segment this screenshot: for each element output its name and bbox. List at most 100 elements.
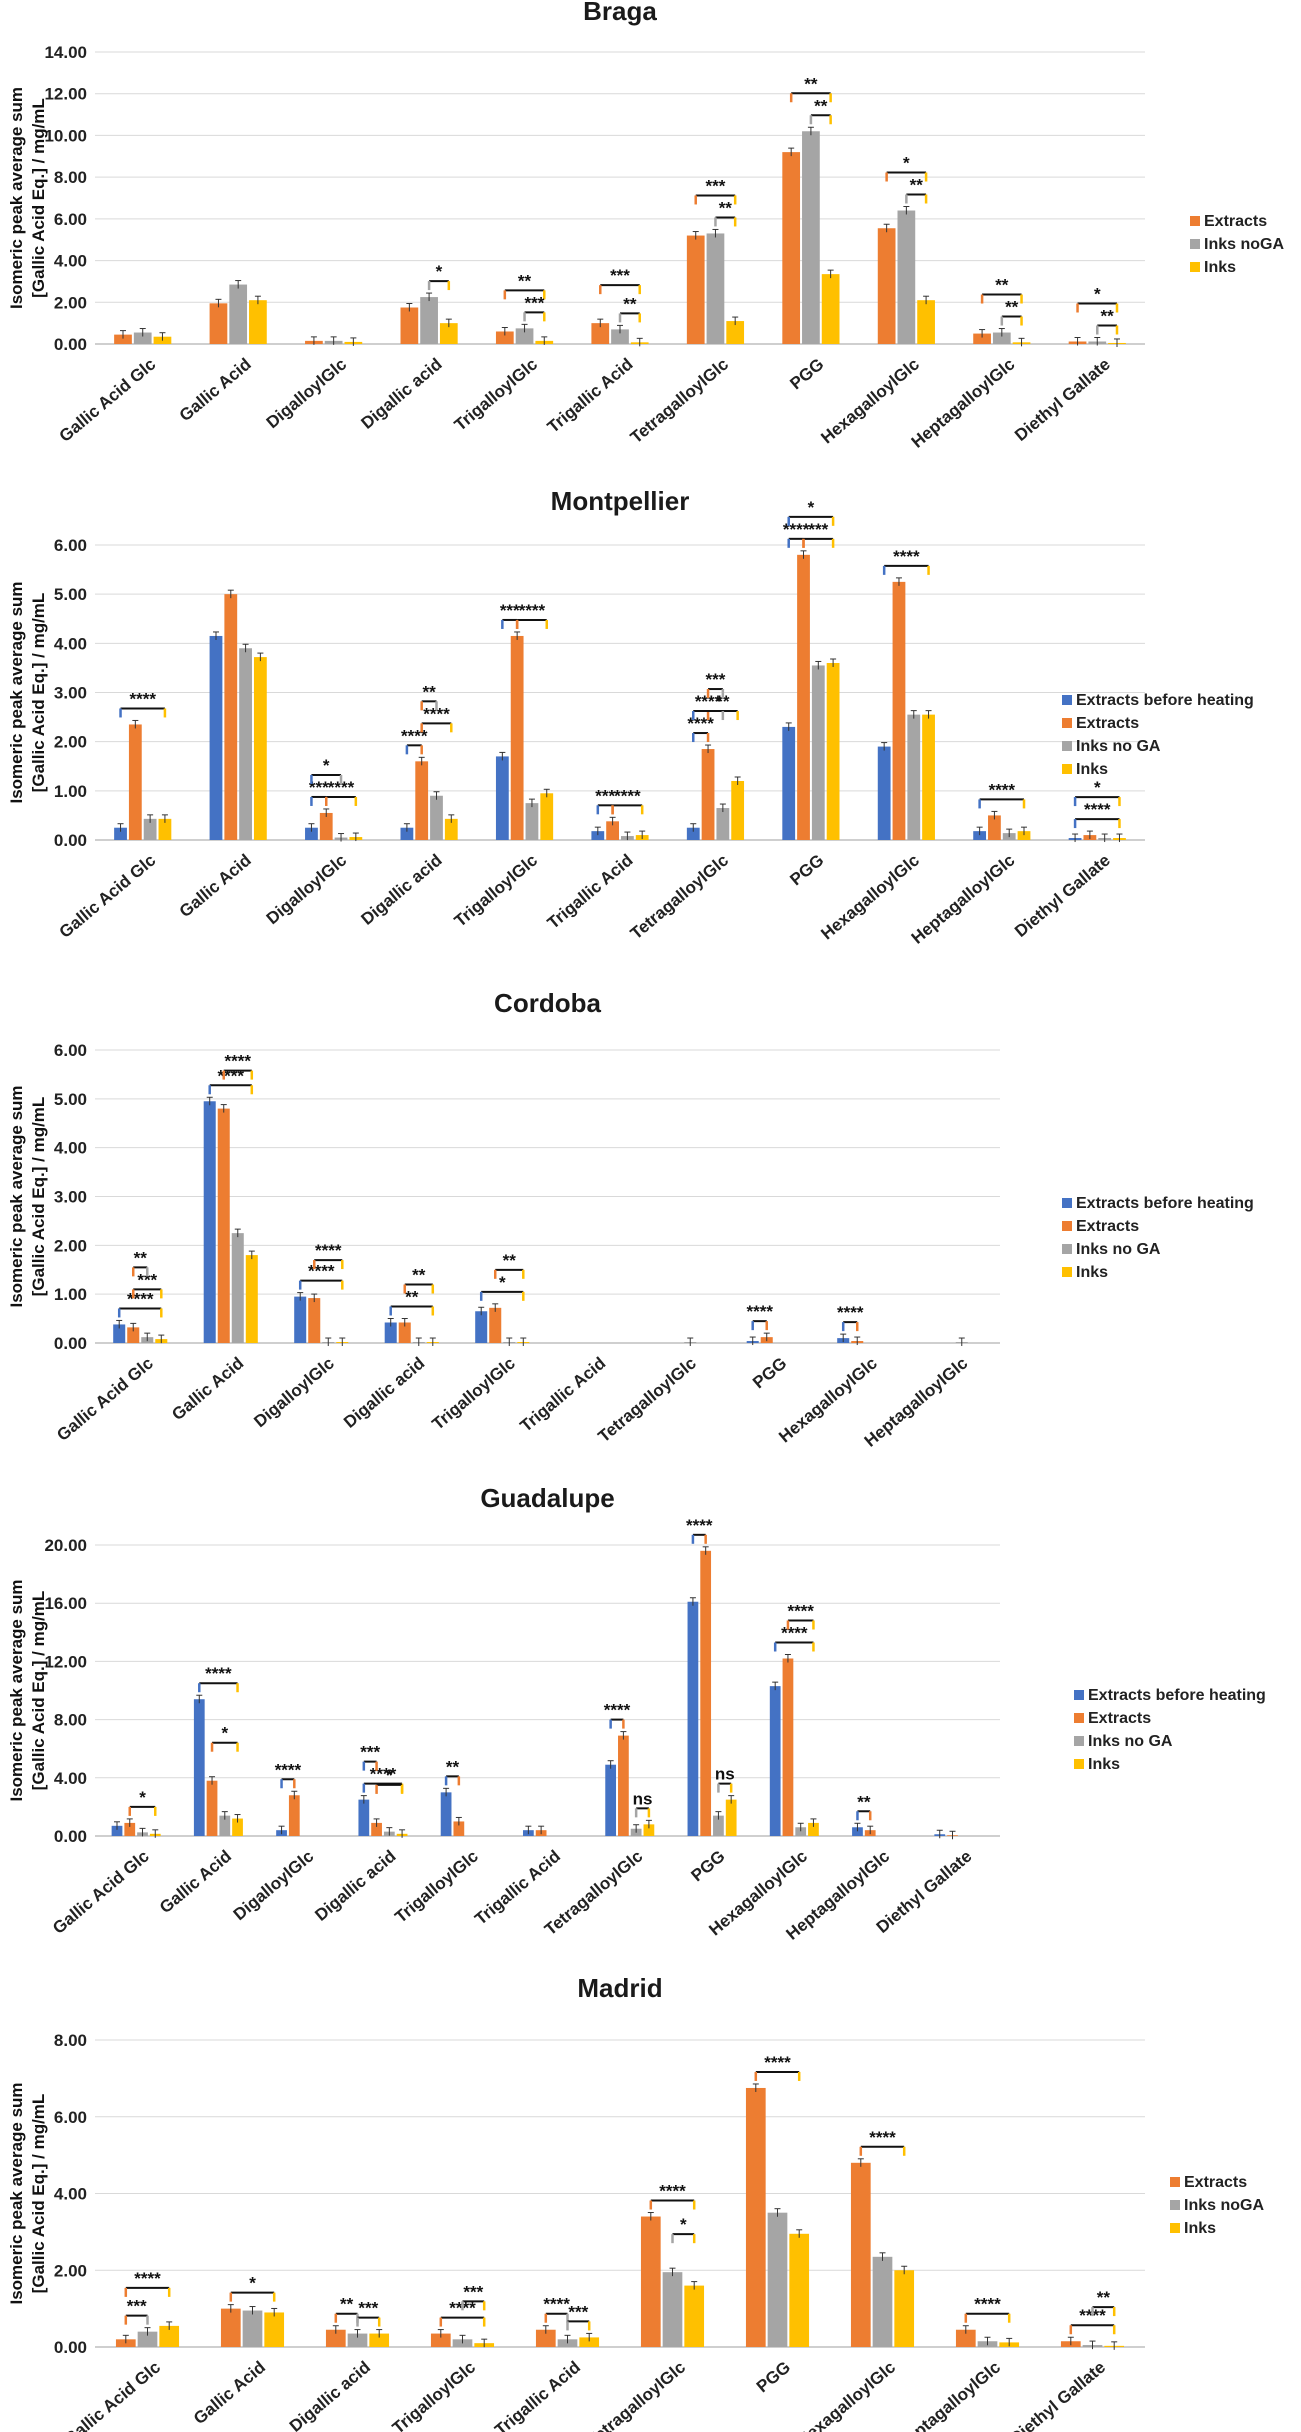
bar-extracts-tetragalloylglc — [640, 2216, 661, 2347]
bar-inks-pgg — [789, 2233, 810, 2347]
x-tick-label: PGG — [687, 1847, 728, 1886]
significance-label: ** — [1097, 2288, 1111, 2307]
x-tick-label: Gallic Acid Glc — [60, 2358, 164, 2432]
bar-extracts-hexagalloylglc — [782, 1658, 794, 1836]
significance-label: ** — [814, 96, 828, 115]
bar-inks-pgg — [821, 274, 840, 344]
chart-guadalupe: Guadalupe 0.00 4.00 8.00 12.00 16.00 20.00 Isom… — [7, 1483, 1266, 1944]
y-tick-label: 4.00 — [54, 2185, 87, 2204]
x-tick-label: TrigalloylGlc — [428, 1354, 518, 1434]
bar-inks-no-ga-trigalloylglc — [525, 803, 539, 840]
y-tick-label: 10.00 — [44, 126, 87, 145]
bar-extracts-gallic-acid-glc — [128, 724, 142, 840]
significance-label: ** — [623, 294, 637, 313]
chart-title: Madrid — [577, 1973, 662, 2003]
bar-inks-noga-trigallic-acid — [611, 329, 629, 344]
bar-extracts-gallic-acid-glc — [114, 334, 132, 344]
significance-label: * — [499, 1273, 506, 1292]
y-tick-label: 12.00 — [44, 85, 87, 104]
legend-label-extracts: Extracts — [1204, 213, 1267, 230]
chart-cordoba: Cordoba 0.00 1.00 2.00 3.00 4.00 5.00 6.00 Isome… — [7, 988, 1254, 1451]
legend-label-inks-noga: Inks noGA — [1204, 236, 1284, 253]
x-tick-label: TrigalloylGlc — [451, 355, 541, 435]
y-tick-label: 3.00 — [54, 1188, 87, 1207]
bar-extracts-hexagalloylglc — [850, 2162, 871, 2347]
legend-label-extracts: Extracts — [1184, 2174, 1247, 2191]
bar-inks-tetragalloylglc — [643, 1824, 655, 1836]
x-tick-label: Gallic Acid — [176, 355, 255, 426]
legend-label-inks-no-ga: Inks no GA — [1076, 1241, 1161, 1258]
bar-inks-gallic-acid — [245, 1255, 258, 1343]
bar-extracts-digallic-acid — [325, 2329, 346, 2347]
x-tick-label: PGG — [786, 355, 827, 394]
x-tick-label: Digallic acid — [311, 1847, 399, 1925]
legend-swatch-inks — [1074, 1759, 1084, 1769]
y-axis-label: Isomeric peak average sum — [7, 87, 26, 309]
bar-extracts-before-heating-trigallic-acid — [591, 831, 605, 840]
bar-inks-digallic-acid — [444, 818, 458, 840]
bar-inks-noga-trigalloylglc — [515, 328, 534, 344]
x-tick-label: Gallic Acid — [176, 851, 255, 922]
significance-label: **** — [764, 2053, 791, 2072]
chart-title: Guadalupe — [480, 1483, 614, 1513]
bar-extracts-digallic-acid — [371, 1822, 382, 1836]
bar-extracts-before-heating-gallic-acid — [203, 1101, 216, 1343]
bar-inks-noga-hexagalloylglc — [897, 210, 916, 344]
bar-inks-noga-hexagalloylglc — [872, 2256, 893, 2347]
bar-extracts-digalloylglc — [288, 1795, 300, 1836]
significance-label: ** — [804, 74, 818, 93]
legend-label-extracts: Extracts — [1076, 715, 1139, 732]
significance-label: **** — [686, 1516, 713, 1535]
y-axis-label: [Gallic Acid Eq.] / mg/mL — [29, 593, 48, 793]
x-tick-label: HeptagalloylGlc — [893, 2358, 1004, 2432]
x-tick-label: TrigalloylGlc — [451, 851, 541, 931]
bar-extracts-before-heating-tetragalloylglc — [686, 827, 700, 840]
significance-label: *** — [568, 2302, 588, 2321]
x-tick-label: DigalloylGlc — [263, 355, 350, 433]
significance-label: * — [249, 2274, 256, 2293]
chart-title: Montpellier — [551, 486, 690, 516]
bar-extracts-digallic-acid — [398, 1322, 411, 1343]
legend-swatch-inks-no-ga — [1062, 1244, 1072, 1254]
bar-inks-no-ga-gallic-acid — [231, 1233, 244, 1343]
chart-title: Cordoba — [494, 988, 601, 1018]
bar-inks-gallic-acid — [253, 657, 267, 840]
significance-label: *** — [808, 520, 828, 539]
bar-inks-no-ga-gallic-acid-glc — [143, 818, 157, 840]
significance-label: ** — [995, 276, 1009, 295]
chart-title: Braga — [583, 0, 657, 26]
significance-label: * — [221, 1724, 228, 1743]
bar-extracts-trigalloylglc — [489, 1307, 502, 1343]
bar-inks-tetragalloylglc — [684, 2285, 705, 2347]
y-axis-label: Isomeric peak average sum — [7, 581, 26, 803]
x-tick-label: Trigallic Acid — [491, 2358, 584, 2432]
bar-extracts-before-heating-digallic-acid — [358, 1799, 370, 1836]
x-tick-label: TetragalloylGlc — [627, 851, 732, 944]
bar-inks-hexagalloylglc — [917, 300, 935, 344]
x-tick-label: Gallic Acid — [190, 2358, 269, 2429]
bar-inks-pgg — [725, 1799, 737, 1836]
bar-extracts-digalloylglc — [319, 812, 333, 840]
bar-extracts-gallic-acid-glc — [124, 1822, 136, 1836]
bar-inks-gallic-acid — [249, 300, 267, 344]
bar-extracts-before-heating-digallic-acid — [400, 827, 414, 840]
bar-extracts-gallic-acid — [220, 2308, 241, 2347]
legend-label-extracts-before-heating: Extracts before heating — [1076, 692, 1254, 709]
bar-extracts-before-heating-gallic-acid-glc — [111, 1825, 123, 1836]
y-tick-label: 6.00 — [54, 210, 87, 229]
bar-extracts-heptagalloylglc — [988, 815, 1001, 840]
significance-label: ** — [340, 2295, 354, 2314]
bar-extracts-gallic-acid — [224, 594, 238, 840]
x-tick-label: Diethyl Gallate — [1006, 2358, 1109, 2432]
bar-inks-noga-digallic-acid — [420, 297, 438, 344]
significance-label: **** — [328, 778, 355, 797]
significance-label: **** — [781, 1623, 808, 1642]
legend-swatch-inks-noga — [1190, 239, 1200, 249]
bar-extracts-digallic-acid — [400, 307, 419, 344]
legend-swatch-extracts — [1062, 718, 1072, 728]
significance-label: *** — [358, 2299, 378, 2318]
significance-label: **** — [225, 1052, 252, 1071]
significance-label: **** — [783, 520, 810, 539]
y-tick-label: 3.00 — [54, 684, 87, 703]
bar-inks-pgg — [826, 663, 840, 840]
